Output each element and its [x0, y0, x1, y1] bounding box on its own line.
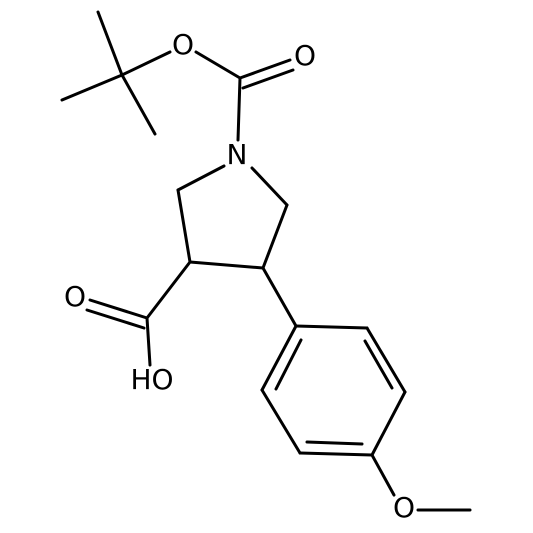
bond — [305, 440, 364, 446]
bond — [241, 68, 295, 90]
bond — [188, 260, 265, 270]
bond — [261, 266, 298, 328]
bond — [96, 10, 124, 77]
bond — [365, 326, 407, 394]
bond — [60, 73, 124, 102]
bond — [120, 50, 172, 77]
atom-label: O — [172, 28, 194, 61]
atom-label: O — [294, 39, 316, 72]
bond — [238, 58, 292, 80]
bond — [194, 50, 242, 80]
bond — [363, 339, 394, 390]
atom-label: N — [227, 138, 248, 171]
atom-labels: O O N O HO O — [64, 28, 415, 524]
bond — [370, 390, 407, 457]
bond — [145, 260, 192, 320]
bond — [176, 164, 226, 192]
bond — [260, 324, 298, 392]
bond — [298, 451, 374, 457]
bond — [261, 203, 289, 270]
atom-label: O — [64, 280, 86, 313]
bond — [274, 338, 303, 391]
atom-label: O — [393, 491, 415, 524]
bond — [250, 166, 289, 207]
bond — [370, 453, 396, 497]
bond — [120, 73, 157, 136]
bond — [88, 298, 149, 320]
bonds — [60, 10, 472, 512]
atom-label: HO — [130, 363, 173, 396]
bond — [260, 388, 302, 455]
bond — [294, 324, 369, 330]
bond — [145, 316, 152, 367]
bond — [85, 308, 146, 330]
bond — [236, 76, 242, 142]
bond — [176, 188, 192, 264]
